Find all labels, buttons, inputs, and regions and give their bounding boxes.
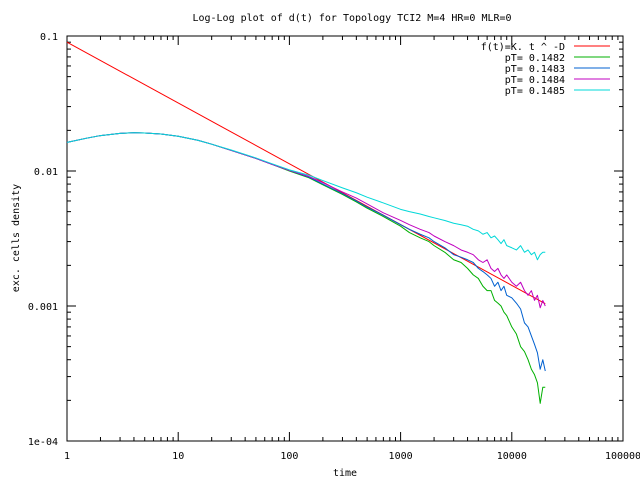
x-tick-label-3: 1000	[389, 451, 413, 462]
x-tick-label-4: 10000	[497, 451, 527, 462]
x-axis-ticks: 1 10 100 1000 10000 100000	[64, 36, 640, 462]
series-line-2	[66, 132, 546, 372]
x-tick-label-2: 100	[280, 451, 298, 462]
y-tick-label-0: 0.1	[40, 32, 58, 43]
x-tick-label-0: 1	[64, 451, 70, 462]
x-tick-label-5: 100000	[605, 451, 640, 462]
legend-label-1: pT= 0.1482	[505, 53, 565, 64]
y-tick-label-3: 1e-04	[28, 437, 58, 448]
x-axis-label: time	[333, 468, 357, 479]
y-tick-label-2: 0.001	[28, 302, 58, 313]
series-line-0	[66, 41, 546, 305]
y-axis-label: exc. cells density	[11, 184, 22, 292]
y-tick-label-1: 0.01	[34, 167, 58, 178]
legend-label-0: f(t)=K. t ^ -D	[481, 42, 565, 53]
legend-label-2: pT= 0.1483	[505, 64, 565, 75]
series-line-3	[66, 132, 546, 309]
plot-frame	[66, 35, 624, 442]
legend-label-3: pT= 0.1484	[505, 75, 565, 86]
y-axis-ticks: 0.1 0.01 0.001 1e-04	[28, 32, 623, 448]
chart-title: Log-Log plot of d(t) for Topology TCI2 M…	[192, 13, 511, 24]
legend-label-4: pT= 0.1485	[505, 86, 565, 97]
x-tick-label-1: 10	[172, 451, 184, 462]
series-line-4	[66, 132, 546, 261]
series-lines	[66, 41, 546, 404]
